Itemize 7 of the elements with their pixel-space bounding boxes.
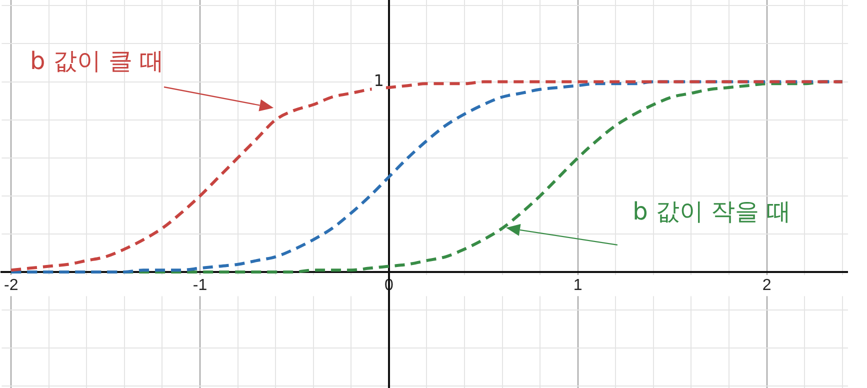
annotation: 1	[374, 70, 384, 90]
annotation: b 값이 작을 때	[632, 197, 791, 226]
x-tick-label: 2	[762, 276, 772, 294]
text: b 값이 클 때	[30, 47, 164, 75]
x-tick-label: 1	[573, 276, 582, 294]
x-tick-label: -1	[192, 276, 208, 294]
x-tick-label: -2	[4, 276, 18, 294]
